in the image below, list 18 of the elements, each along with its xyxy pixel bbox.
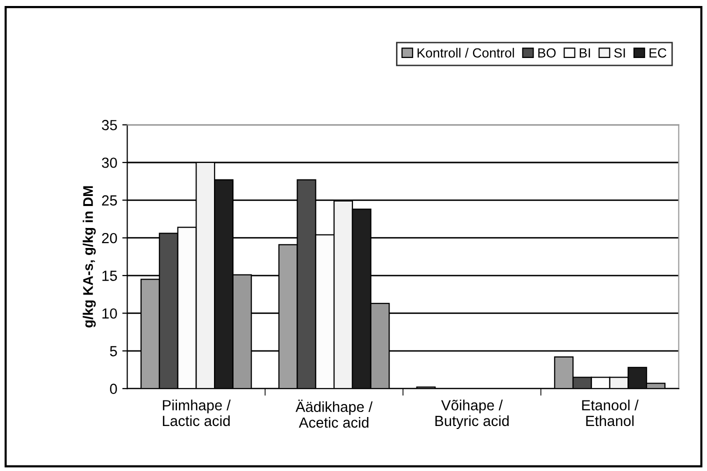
y-tick-label: 10 <box>102 308 117 319</box>
x-tick-label: Äädikhape / Acetic acid <box>296 400 373 428</box>
y-tick-label: 20 <box>102 232 117 244</box>
legend-label: SI <box>614 48 625 58</box>
y-tick-label: 30 <box>102 158 117 168</box>
y-tick-label: 15 <box>102 270 117 281</box>
legend-label: BI <box>580 48 590 58</box>
y-tick-label: 0 <box>110 384 117 394</box>
y-tick-label: 25 <box>102 195 117 206</box>
x-tick-label: Etanool / Ethanol <box>582 400 639 426</box>
x-tick-label: Võihape / Butyric acid <box>435 400 509 429</box>
y-tick-label: 35 <box>102 120 117 130</box>
x-tick-label: Piimhape / Lactic acid <box>162 400 231 426</box>
y-axis-title: g/kg KA-s, g/kg in DM <box>82 186 96 328</box>
legend-label: BO <box>538 48 556 58</box>
legend-label: Kontroll / Control <box>418 48 514 58</box>
legend-label: EC <box>650 48 666 58</box>
y-tick-label: 5 <box>110 346 117 356</box>
